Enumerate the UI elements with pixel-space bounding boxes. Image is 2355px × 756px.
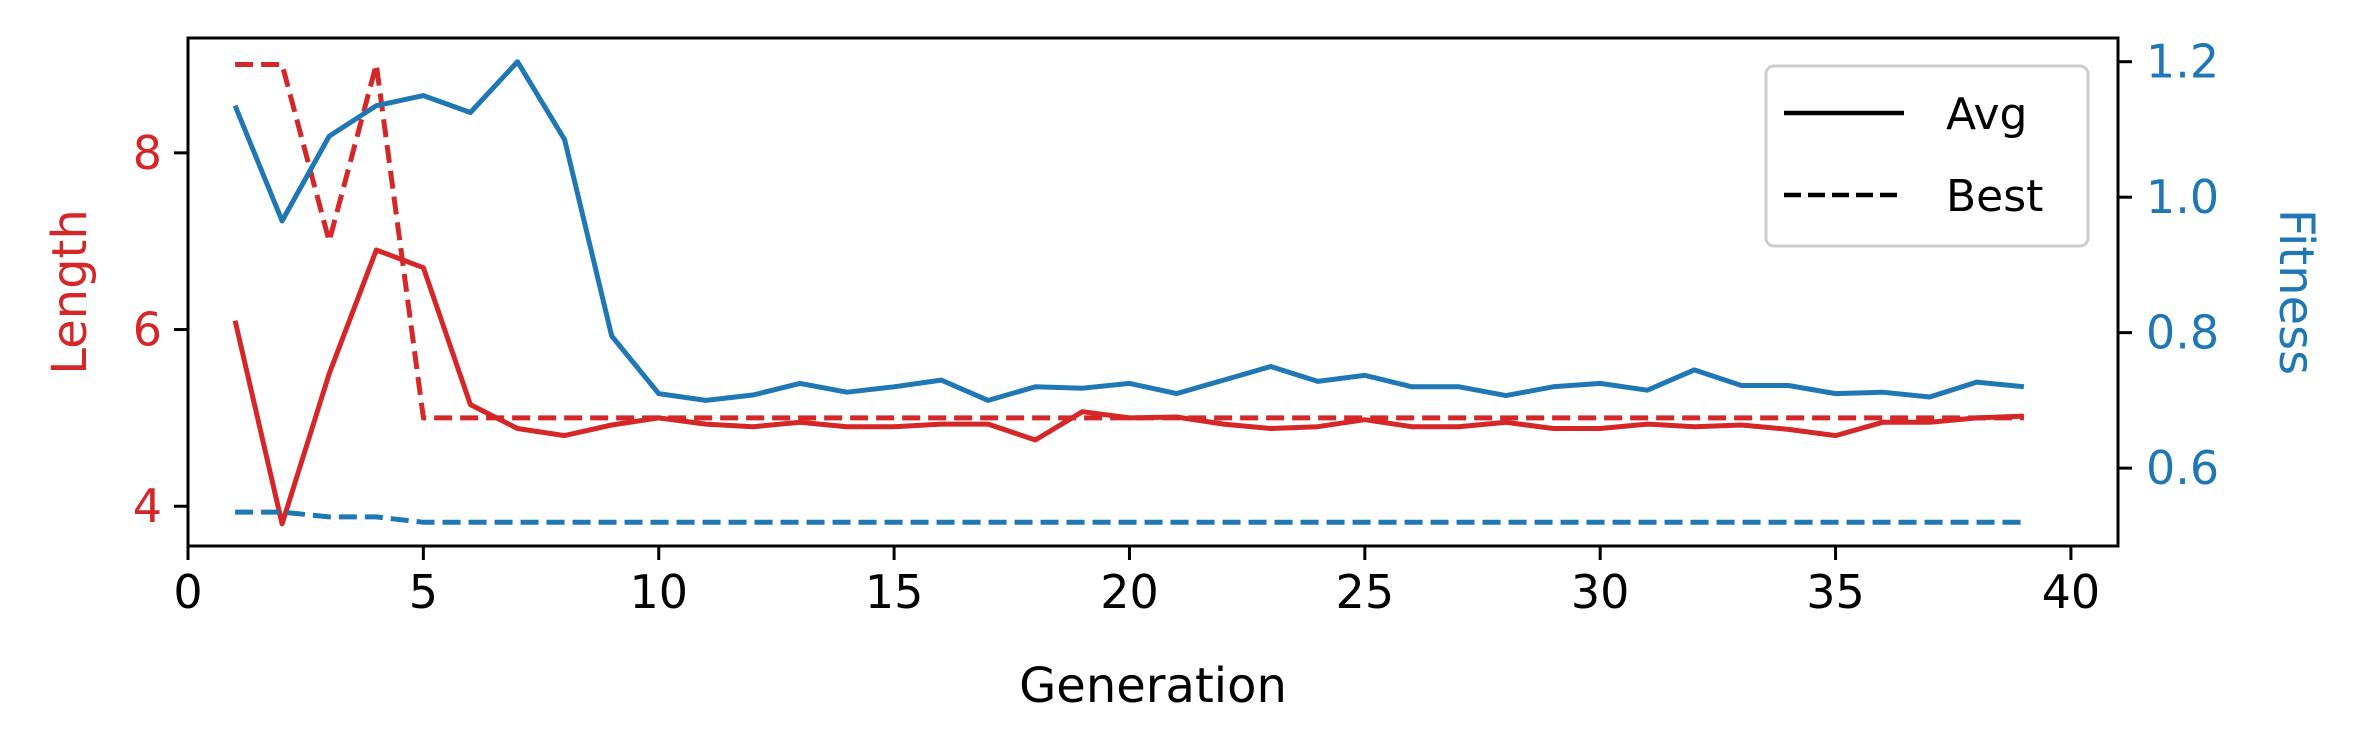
right-y-tick-label: 0.6 <box>2146 441 2219 495</box>
series-line-length-best <box>235 62 2024 421</box>
x-tick-label: 35 <box>1806 565 1865 619</box>
left-y-tick-label: 8 <box>133 126 162 180</box>
legend-best-label: Best <box>1946 171 2043 222</box>
series-line-length-avg <box>232 247 2024 527</box>
axis-layer: 0 5 10 15 20 25 30 35 40 4 6 8 0.6 0.8 1.0 1.2 <box>133 35 2219 619</box>
legend: Avg Best <box>1764 64 2090 248</box>
left-y-tick-label: 4 <box>133 479 162 533</box>
x-tick-label: 20 <box>1100 565 1159 619</box>
right-y-axis-label: Fitness <box>2268 209 2324 375</box>
series-layer <box>232 59 2025 527</box>
legend-avg-label: Avg <box>1946 89 2028 140</box>
x-tick-label: 5 <box>409 565 438 619</box>
left-y-tick-label: 6 <box>133 303 162 357</box>
right-y-tick-label: 0.8 <box>2146 306 2219 360</box>
right-y-tick-label: 1.2 <box>2146 35 2219 89</box>
x-tick-label: 15 <box>865 565 924 619</box>
left-y-axis-label: Length <box>42 209 98 375</box>
x-tick-label: 25 <box>1336 565 1395 619</box>
x-tick-label: 0 <box>173 565 202 619</box>
series-line-fitness-best <box>235 509 2024 525</box>
x-tick-label: 40 <box>2042 565 2101 619</box>
x-axis-label: Generation <box>1019 658 1287 714</box>
plot-frame <box>186 36 2120 548</box>
x-tick-label: 30 <box>1571 565 1630 619</box>
series-line-fitness-avg <box>232 59 2025 403</box>
x-tick-label: 10 <box>629 565 688 619</box>
right-y-tick-label: 1.0 <box>2146 170 2219 224</box>
